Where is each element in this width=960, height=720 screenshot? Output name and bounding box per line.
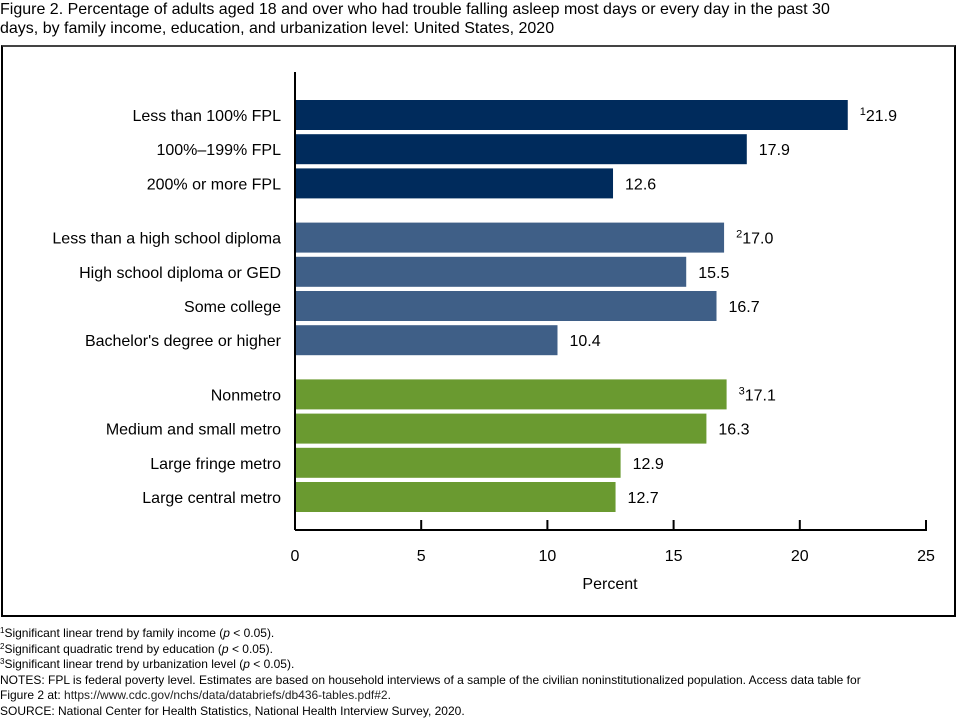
bar <box>295 168 614 199</box>
category-label: 100%–199% FPL <box>156 142 281 159</box>
x-axis-title: Percent <box>582 576 638 593</box>
category-label: Less than a high school diploma <box>52 231 281 248</box>
figure-title-line-1: Figure 2. Percentage of adults aged 18 a… <box>0 1 830 18</box>
category-label: Large central metro <box>142 490 281 507</box>
notes-line-2: Figure 2 at: https://www.cdc.gov/nchs/da… <box>0 688 391 703</box>
x-tick-label: 25 <box>917 548 935 565</box>
footnote-mark: 1 <box>860 106 866 118</box>
bar <box>295 379 727 410</box>
value-label: 121.9 <box>860 106 897 125</box>
value-label: 16.3 <box>718 422 749 439</box>
value-text: 17.0 <box>742 231 773 248</box>
value-label: 317.1 <box>739 385 776 404</box>
footnote-3: 3Significant linear trend by urbanizatio… <box>0 657 295 672</box>
value-label: 12.9 <box>633 456 664 473</box>
value-label: 217.0 <box>736 229 773 248</box>
footnote-mark: 2 <box>736 229 742 241</box>
figure-title: Figure 2. Percentage of adults aged 18 a… <box>0 0 958 38</box>
bar <box>295 100 848 130</box>
value-text: 17.1 <box>745 387 776 404</box>
bar <box>295 447 621 478</box>
notes-line-1: NOTES: FPL is federal poverty level. Est… <box>0 672 861 687</box>
bar <box>295 222 725 253</box>
value-text: 21.9 <box>866 108 897 125</box>
category-label: High school diploma or GED <box>79 265 281 282</box>
category-label: Medium and small metro <box>106 422 281 439</box>
x-tick-label: 15 <box>665 548 683 565</box>
chart-frame <box>1 45 956 617</box>
x-tick-label: 5 <box>417 548 426 565</box>
value-label: 12.6 <box>625 176 656 193</box>
bar <box>295 256 687 287</box>
source-line: SOURCE: National Center for Health Stati… <box>0 703 465 718</box>
bars-layer <box>295 100 848 512</box>
bar <box>295 325 558 356</box>
x-tick-label: 20 <box>791 548 809 565</box>
value-labels: 121.9 17.9 12.6 217.0 15.516.7 10.4 317.1 16.3 1… <box>569 106 897 507</box>
value-label: 16.7 <box>729 299 760 316</box>
value-label: 10.4 <box>569 333 600 350</box>
figure-title-line-2: days, by family income, education, and u… <box>0 20 555 37</box>
category-labels: Less than 100% FPL 100%–199% FPL 200% or m… <box>52 108 281 507</box>
data-table-link[interactable]: https://www.cdc.gov/nchs/data/databriefs… <box>64 688 388 703</box>
value-label: 17.9 <box>759 142 790 159</box>
category-label: 200% or more FPL <box>147 176 281 193</box>
footnote-2: 2Significant quadratic trend by educatio… <box>0 641 273 656</box>
bar <box>295 134 747 165</box>
category-label: Some college <box>184 299 281 316</box>
bar <box>295 482 616 512</box>
value-label: 12.7 <box>628 490 659 507</box>
bar <box>295 413 707 444</box>
category-label: Nonmetro <box>211 387 281 404</box>
footnote-1: 1Significant linear trend by family inco… <box>0 626 275 640</box>
x-tick-label: 0 <box>291 548 300 565</box>
category-label: Bachelor's degree or higher <box>85 333 282 350</box>
value-label: 15.5 <box>698 265 729 282</box>
x-axis: 0 5 10 15 20 25 <box>291 72 935 565</box>
footnote-mark: 3 <box>739 385 745 397</box>
x-tick-label: 10 <box>539 548 557 565</box>
bar <box>295 291 717 321</box>
category-label: Large fringe metro <box>150 456 281 473</box>
category-label: Less than 100% FPL <box>132 108 281 125</box>
footnotes: 1Significant linear trend by family inco… <box>0 626 960 720</box>
